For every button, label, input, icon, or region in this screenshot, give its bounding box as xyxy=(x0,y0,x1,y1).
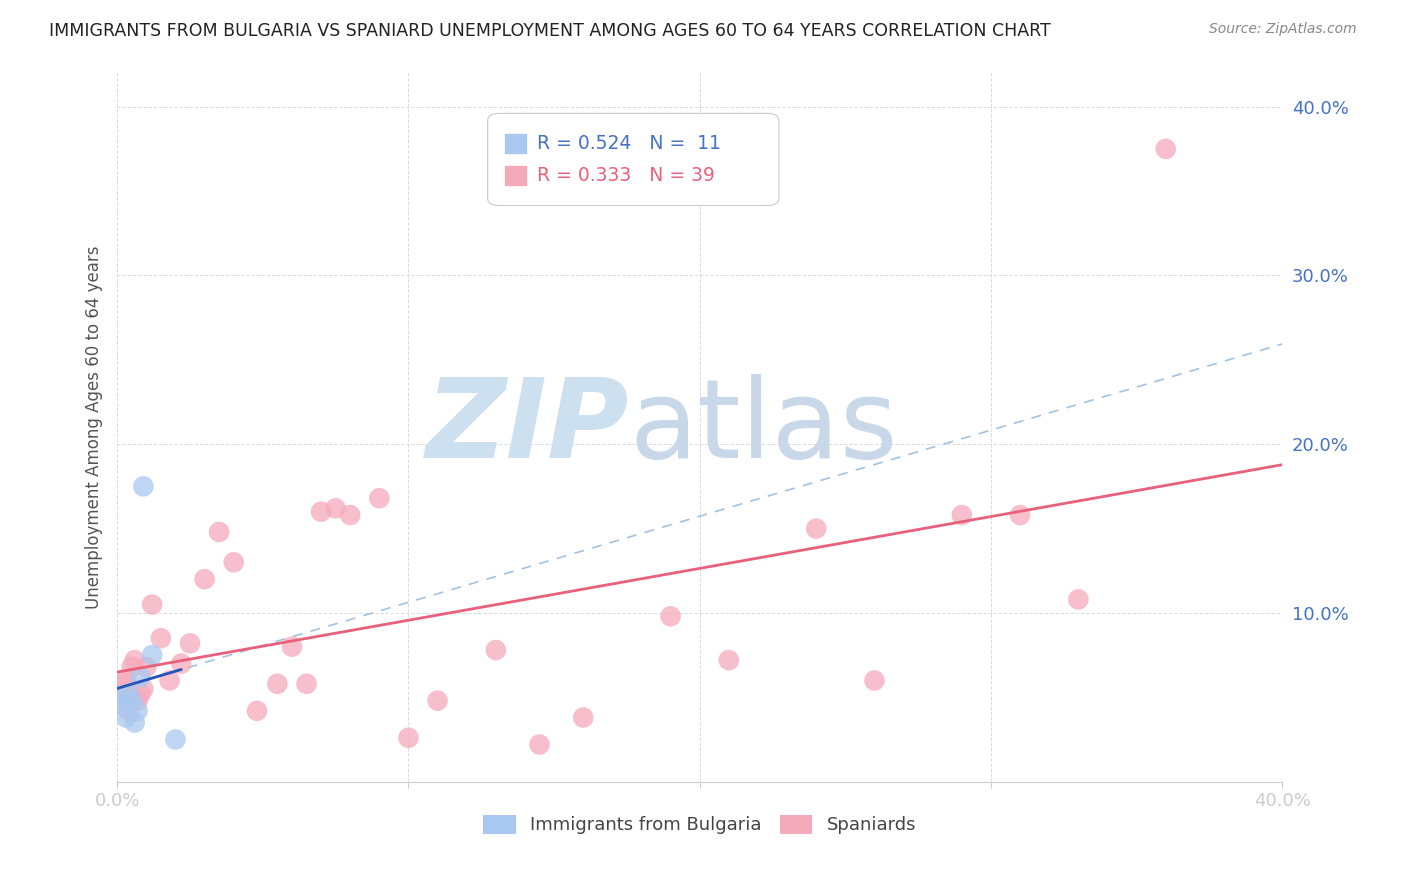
Point xyxy=(141,598,163,612)
Point xyxy=(339,508,361,522)
Point xyxy=(118,704,141,718)
Point xyxy=(208,524,231,539)
Point xyxy=(529,738,551,752)
Point xyxy=(1154,142,1177,156)
Point xyxy=(368,491,391,506)
Point xyxy=(141,648,163,662)
Point xyxy=(398,731,420,745)
Text: R = 0.524   N =  11: R = 0.524 N = 11 xyxy=(537,135,721,153)
Point xyxy=(121,694,143,708)
Point xyxy=(115,710,138,724)
Text: IMMIGRANTS FROM BULGARIA VS SPANIARD UNEMPLOYMENT AMONG AGES 60 TO 64 YEARS CORR: IMMIGRANTS FROM BULGARIA VS SPANIARD UNE… xyxy=(49,22,1050,40)
Point xyxy=(118,687,141,701)
Point xyxy=(246,704,269,718)
Point xyxy=(121,660,143,674)
Point xyxy=(129,687,152,701)
Point xyxy=(108,690,131,705)
Point xyxy=(950,508,973,522)
FancyBboxPatch shape xyxy=(488,113,779,205)
Point xyxy=(1067,592,1090,607)
Point xyxy=(572,710,595,724)
Point xyxy=(170,657,193,671)
Point xyxy=(159,673,181,688)
FancyBboxPatch shape xyxy=(503,165,527,186)
Point xyxy=(111,698,134,713)
Point xyxy=(485,643,508,657)
Point xyxy=(124,653,146,667)
Point xyxy=(135,660,157,674)
Point xyxy=(127,704,149,718)
Text: ZIP: ZIP xyxy=(426,374,630,481)
Point xyxy=(149,632,172,646)
Point xyxy=(115,673,138,688)
Point xyxy=(717,653,740,667)
Point xyxy=(129,670,152,684)
Point xyxy=(266,677,288,691)
Point xyxy=(193,572,215,586)
Point xyxy=(111,677,134,691)
Point xyxy=(179,636,201,650)
Point xyxy=(659,609,682,624)
Text: atlas: atlas xyxy=(630,374,898,481)
Point xyxy=(108,694,131,708)
Point xyxy=(309,505,332,519)
Text: Source: ZipAtlas.com: Source: ZipAtlas.com xyxy=(1209,22,1357,37)
Text: R = 0.333   N = 39: R = 0.333 N = 39 xyxy=(537,166,714,186)
Point xyxy=(222,555,245,569)
Point xyxy=(295,677,318,691)
FancyBboxPatch shape xyxy=(503,133,527,154)
Point xyxy=(132,479,155,493)
Point xyxy=(1010,508,1032,522)
Point xyxy=(165,732,187,747)
Point xyxy=(132,681,155,696)
Point xyxy=(426,694,449,708)
Point xyxy=(806,522,828,536)
Y-axis label: Unemployment Among Ages 60 to 64 years: Unemployment Among Ages 60 to 64 years xyxy=(86,245,103,609)
Point xyxy=(863,673,886,688)
Point xyxy=(124,715,146,730)
Point xyxy=(127,694,149,708)
Point xyxy=(281,640,304,654)
Point xyxy=(325,501,347,516)
Legend: Immigrants from Bulgaria, Spaniards: Immigrants from Bulgaria, Spaniards xyxy=(474,806,925,844)
